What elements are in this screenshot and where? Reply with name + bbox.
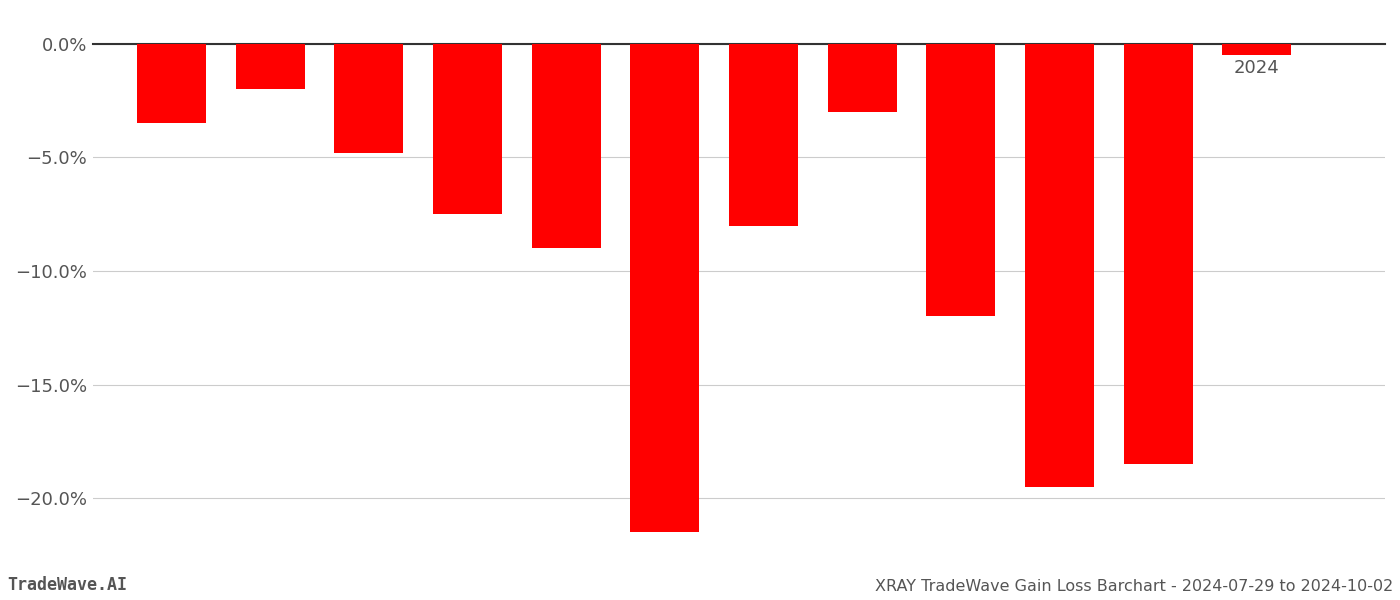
Bar bbox=[137, 44, 206, 123]
Text: TradeWave.AI: TradeWave.AI bbox=[7, 576, 127, 594]
Text: XRAY TradeWave Gain Loss Barchart - 2024-07-29 to 2024-10-02: XRAY TradeWave Gain Loss Barchart - 2024… bbox=[875, 579, 1393, 594]
Bar bbox=[927, 44, 995, 316]
Bar bbox=[729, 44, 798, 226]
Bar bbox=[532, 44, 601, 248]
Bar bbox=[827, 44, 896, 112]
Bar bbox=[1222, 44, 1291, 55]
Bar bbox=[433, 44, 503, 214]
Bar bbox=[335, 44, 403, 153]
Bar bbox=[1124, 44, 1193, 464]
Bar bbox=[235, 44, 305, 89]
Bar bbox=[630, 44, 700, 532]
Bar bbox=[1025, 44, 1093, 487]
